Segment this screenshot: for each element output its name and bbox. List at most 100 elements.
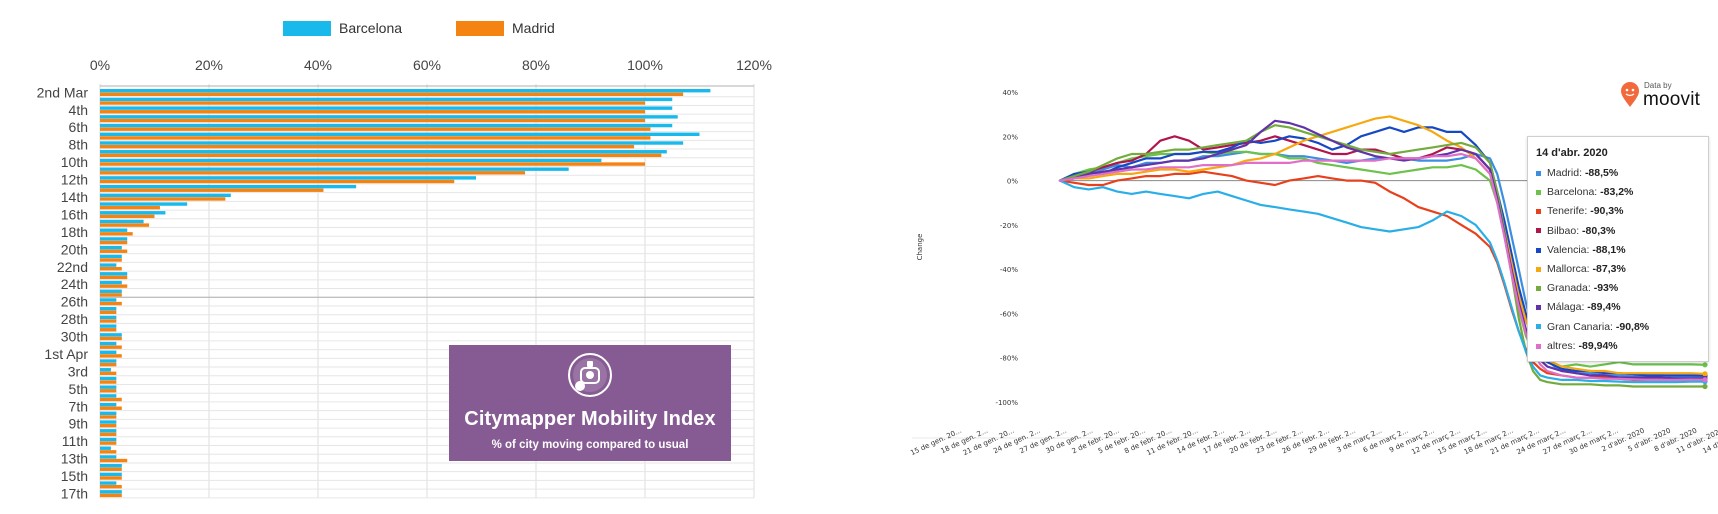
bar-madrid <box>100 171 526 175</box>
y-tick-label: 2nd Mar <box>37 84 89 100</box>
y-tick-label: 26th <box>61 294 88 310</box>
bar-barcelona <box>100 219 144 224</box>
bar-madrid <box>100 493 122 498</box>
tooltip-series-label: Madrid: <box>1547 167 1585 179</box>
tooltip-row: Tenerife: -90,3% <box>1536 205 1623 217</box>
bar-madrid <box>100 467 122 471</box>
bar-madrid <box>100 214 155 219</box>
moovit-name: moovit <box>1643 89 1701 110</box>
y-tick-label: 20% <box>1002 133 1018 141</box>
line-chart-series <box>1058 115 1708 390</box>
badge-subtitle: % of city moving compared to usual <box>491 439 689 451</box>
bar-barcelona <box>100 158 602 163</box>
bar-barcelona <box>100 211 166 215</box>
bar-madrid <box>100 240 128 245</box>
y-tick-label: 16th <box>61 206 88 222</box>
citymapper-logo-icon <box>568 353 612 397</box>
bar-barcelona <box>100 394 117 398</box>
tooltip-row: Valencia: -88,1% <box>1536 244 1626 256</box>
bar-chart-bars <box>100 89 711 498</box>
moovit-line-chart: 40% 20% 0% -20% -40% -60% -80% -100% Change 15 … <box>909 89 1718 457</box>
moovit-logo-icon <box>1621 82 1639 107</box>
bar-madrid <box>100 485 122 489</box>
bar-madrid <box>100 450 117 454</box>
y-tick-label: 15th <box>61 468 88 484</box>
bar-madrid <box>100 293 122 297</box>
tooltip-series-value: -80,3% <box>1582 224 1616 237</box>
bar-barcelona <box>100 141 684 145</box>
bar-madrid <box>100 127 651 131</box>
bar-madrid <box>100 136 651 140</box>
bar-barcelona <box>100 307 117 311</box>
bar-madrid <box>100 406 122 410</box>
legend-label-madrid: Madrid <box>512 20 555 36</box>
tooltip-swatch <box>1536 343 1541 349</box>
moovit-brand: Data by moovit <box>1620 80 1716 110</box>
series-endpoint-altres <box>1702 377 1708 383</box>
tooltip-series-value: -83,2% <box>1600 186 1634 199</box>
tooltip-series-label: altres: <box>1547 339 1579 352</box>
x-tick-label: 40% <box>304 57 332 73</box>
bar-barcelona <box>100 97 673 102</box>
bar-madrid <box>100 397 122 402</box>
x-tick-label: 80% <box>522 57 550 73</box>
bar-barcelona <box>100 289 122 293</box>
series-endpoint-mallorca <box>1702 371 1708 377</box>
bar-barcelona <box>100 481 117 485</box>
y-tick-label: -100% <box>995 399 1018 407</box>
tooltip-date: 14 d'abr. 2020 <box>1536 147 1608 159</box>
bar-barcelona <box>100 385 117 389</box>
bar-barcelona <box>100 167 569 171</box>
y-tick-label: 1st Apr <box>44 346 88 362</box>
bar-madrid <box>100 118 645 123</box>
tooltip-series-label: Mallorca: <box>1547 263 1593 275</box>
bar-barcelona <box>100 402 117 407</box>
tooltip-row: Barcelona: -83,2% <box>1536 186 1633 198</box>
series-line-mallorca <box>1058 115 1707 375</box>
bar-barcelona <box>100 193 231 198</box>
bar-barcelona <box>100 455 117 459</box>
y-tick-label: 4th <box>69 102 88 118</box>
bar-barcelona <box>100 150 667 154</box>
bar-madrid <box>100 179 455 184</box>
tooltip-swatch <box>1536 285 1541 291</box>
bar-madrid <box>100 223 150 227</box>
x-tick-label: 20% <box>195 57 223 73</box>
series-endpoint-barcelona <box>1702 362 1708 368</box>
tooltip-row: Mallorca: -87,3% <box>1536 263 1626 275</box>
y-tick-label: 9th <box>69 416 88 432</box>
tooltip-row: Málaga: -89,4% <box>1536 301 1621 313</box>
bar-barcelona <box>100 298 117 302</box>
tooltip-series-value: -89,94% <box>1578 339 1618 352</box>
bar-barcelona <box>100 106 673 110</box>
tooltip-series-label: Málaga: <box>1547 301 1588 314</box>
bar-barcelona <box>100 245 122 250</box>
bar-barcelona <box>100 280 122 285</box>
bar-madrid <box>100 144 635 149</box>
bar-barcelona <box>100 315 117 320</box>
bar-barcelona <box>100 411 117 416</box>
bar-madrid <box>100 432 117 437</box>
y-tick-label: 11th <box>62 433 88 449</box>
bar-barcelona <box>100 115 678 119</box>
legend-swatch-madrid <box>456 21 504 36</box>
bar-chart-legend: Barcelona Madrid <box>283 20 555 36</box>
bar-madrid <box>100 197 226 201</box>
y-tick-label: 10th <box>61 154 88 170</box>
bar-madrid <box>100 328 117 332</box>
bar-madrid <box>100 205 160 210</box>
tooltip-swatch <box>1536 170 1541 176</box>
tooltip-row: Madrid: -88,5% <box>1536 167 1618 179</box>
bar-madrid <box>100 336 122 341</box>
y-tick-label: 20th <box>61 241 88 257</box>
bar-madrid <box>100 458 128 463</box>
line-chart-y-label: Change <box>916 234 924 261</box>
y-tick-label: -80% <box>1000 355 1018 363</box>
tooltip-swatch <box>1536 228 1541 234</box>
bar-madrid <box>100 301 122 306</box>
bar-madrid <box>100 415 117 419</box>
y-tick-label: 12th <box>61 172 88 188</box>
bar-madrid <box>100 380 117 384</box>
series-line-gran-canaria <box>1058 179 1707 384</box>
